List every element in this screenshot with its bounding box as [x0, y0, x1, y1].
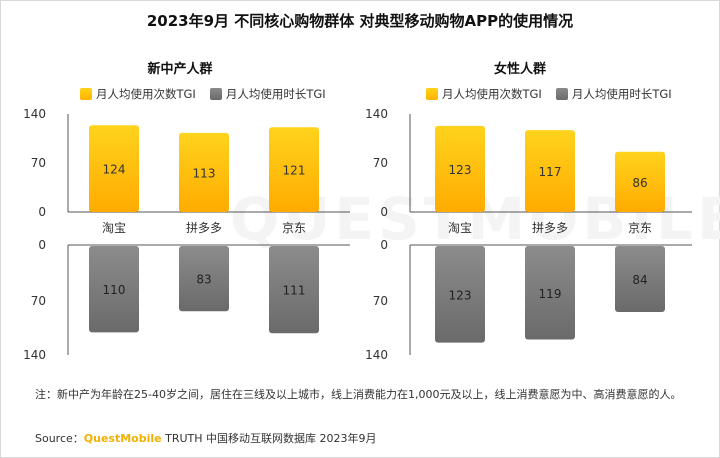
y-tick-label-top: 70	[373, 156, 388, 170]
bar-value-count: 124	[103, 163, 126, 177]
legend-label-duration: 月人均使用时长TGI	[225, 87, 326, 101]
bar-value-duration: 111	[283, 284, 306, 298]
y-tick-label-top: 0	[380, 205, 388, 219]
y-tick-label-bottom: 0	[380, 238, 388, 252]
legend-item-duration: 月人均使用时长TGI	[555, 86, 672, 102]
bar-value-count: 121	[283, 164, 306, 178]
panel-title-left: 新中产人群	[147, 62, 213, 77]
bar-count	[615, 151, 665, 212]
category-label: 京东	[282, 221, 306, 235]
source-line: Source：QuestMobile TRUTH 中国移动互联网数据库 2023…	[35, 430, 377, 446]
bar-count	[525, 130, 575, 212]
y-tick-label-bottom: 70	[373, 294, 388, 308]
bar-value-duration: 119	[539, 287, 562, 301]
chart-title: 2023年9月 不同核心购物群体 对典型移动购物APP的使用情况	[146, 12, 574, 30]
legend-item-duration: 月人均使用时长TGI	[209, 86, 326, 102]
legend-swatch-gray	[555, 88, 568, 100]
source-prefix: Source：	[35, 432, 84, 445]
bar-count	[89, 125, 139, 212]
bar-value-duration: 123	[449, 288, 472, 302]
y-tick-label-top: 140	[365, 107, 388, 121]
legend-right: 月人均使用次数TGI 月人均使用时长TGI	[426, 86, 686, 102]
source-suffix: TRUTH 中国移动互联网数据库 2023年9月	[161, 432, 377, 445]
legend-swatch-gray	[209, 88, 222, 100]
category-label: 拼多多	[186, 221, 222, 235]
bar-count	[179, 132, 229, 212]
bar-value-count: 113	[193, 166, 216, 180]
bar-duration	[615, 246, 665, 312]
panel-title-right: 女性人群	[493, 62, 546, 77]
bar-value-count: 123	[449, 163, 472, 177]
bar-value-count: 86	[632, 176, 647, 190]
legend-swatch-yellow	[80, 88, 92, 100]
legend-label-count: 月人均使用次数TGI	[442, 87, 542, 101]
bar-count	[435, 125, 485, 212]
footnote: 注：新中产为年龄在25-40岁之间，居住在三线及以上城市，线上消费能力在1,00…	[35, 388, 682, 401]
legend-left: 月人均使用次数TGI 月人均使用时长TGI	[80, 86, 340, 102]
y-tick-label-top: 0	[38, 205, 46, 219]
y-tick-label-top: 70	[31, 156, 46, 170]
bar-duration	[269, 246, 319, 334]
bar-duration	[525, 246, 575, 340]
bar-duration	[179, 246, 229, 312]
legend-item-count: 月人均使用次数TGI	[80, 86, 196, 102]
category-label: 拼多多	[532, 221, 568, 235]
y-tick-label-top: 140	[23, 107, 46, 121]
y-tick-label-bottom: 140	[365, 348, 388, 362]
bar-count	[269, 127, 319, 212]
y-tick-label-bottom: 70	[31, 294, 46, 308]
legend-label-duration: 月人均使用时长TGI	[571, 87, 672, 101]
category-label: 淘宝	[102, 221, 126, 235]
source-brand: QuestMobile	[83, 432, 162, 445]
bar-value-duration: 83	[196, 273, 211, 287]
bar-duration	[435, 246, 485, 343]
y-tick-label-bottom: 140	[23, 348, 46, 362]
bar-value-count: 117	[539, 165, 562, 179]
bar-value-duration: 110	[103, 283, 126, 297]
legend-label-count: 月人均使用次数TGI	[96, 87, 196, 101]
bar-duration	[89, 246, 139, 333]
category-label: 淘宝	[448, 221, 472, 235]
legend-item-count: 月人均使用次数TGI	[426, 86, 542, 102]
legend-swatch-yellow	[426, 88, 438, 100]
category-label: 京东	[628, 221, 652, 235]
bar-value-duration: 84	[632, 273, 647, 287]
y-tick-label-bottom: 0	[38, 238, 46, 252]
